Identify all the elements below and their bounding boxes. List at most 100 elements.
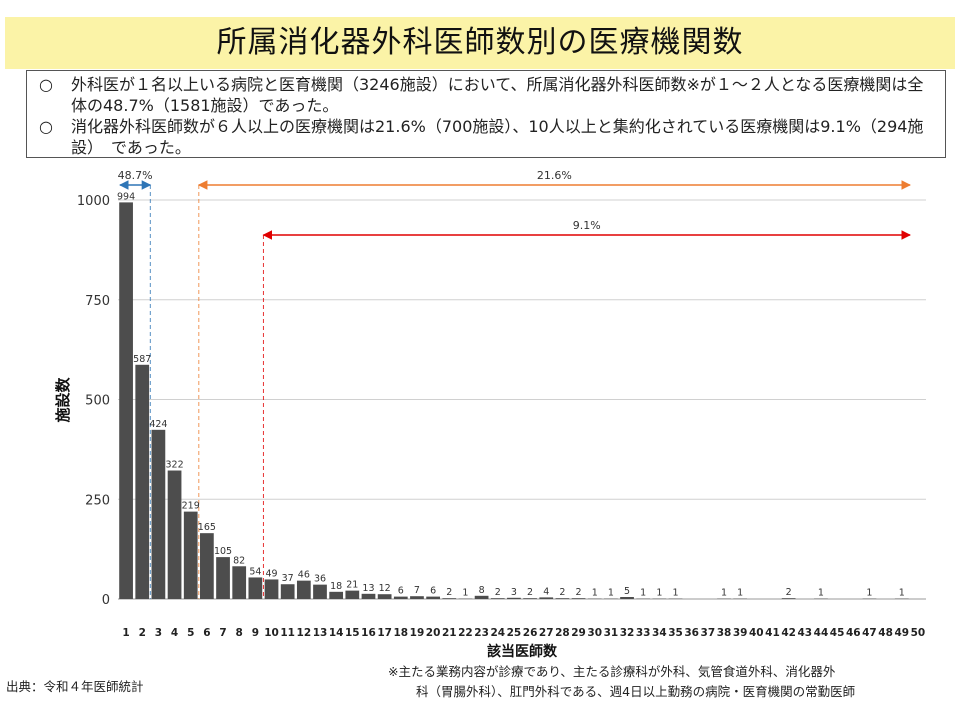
bar xyxy=(620,597,634,599)
bar xyxy=(781,598,796,599)
x-tick-label: 29 xyxy=(571,627,586,639)
x-tick-label: 34 xyxy=(652,627,667,639)
data-label: 37 xyxy=(282,573,294,584)
data-label: 8 xyxy=(479,585,485,596)
bar xyxy=(313,584,327,599)
data-label: 2 xyxy=(446,587,452,598)
bar xyxy=(410,596,424,599)
bar xyxy=(135,364,150,599)
x-tick-label: 43 xyxy=(797,627,812,639)
data-label: 1 xyxy=(737,588,743,599)
summary-box: ○ 外科医が１名以上いる病院と医育機関（3246施設）において、所属消化器外科医… xyxy=(26,70,946,158)
x-tick-label: 35 xyxy=(668,627,683,639)
bar xyxy=(555,598,570,599)
bar xyxy=(523,598,537,599)
x-tick-label: 8 xyxy=(236,627,243,639)
range-label: 9.1% xyxy=(573,219,601,232)
summary-text-2: 消化器外科医師数が６人以上の医療機関は21.6%（700施設）、10人以上と集約… xyxy=(71,117,924,157)
y-axis-title: 施設数 xyxy=(54,377,72,423)
x-tick-label: 40 xyxy=(749,627,764,639)
data-label: 1 xyxy=(672,588,678,599)
bar xyxy=(216,557,230,599)
data-label: 18 xyxy=(330,581,342,592)
x-tick-label: 9 xyxy=(252,627,259,639)
bar xyxy=(426,596,440,599)
summary-bullet-2: ○ 消化器外科医師数が６人以上の医療機関は21.6%（700施設）、10人以上と… xyxy=(39,116,933,158)
x-axis-title: 該当医師数 xyxy=(487,643,558,660)
x-tick-label: 1 xyxy=(122,627,129,639)
x-tick-label: 21 xyxy=(442,627,457,639)
x-tick-label: 15 xyxy=(345,627,360,639)
x-tick-label: 36 xyxy=(684,627,699,639)
bar xyxy=(442,598,457,599)
data-label: 219 xyxy=(182,501,200,512)
x-tick-label: 5 xyxy=(187,627,194,639)
data-label: 54 xyxy=(249,566,261,577)
footnote-line-2: 科（胃腸外科）、肛門外科である、週4日以上勤務の病院・医育機関の常勤医師 xyxy=(416,684,856,699)
x-tick-label: 11 xyxy=(280,627,295,639)
x-tick-label: 23 xyxy=(474,627,489,639)
x-tick-label: 3 xyxy=(155,627,162,639)
data-label: 21 xyxy=(346,580,358,591)
data-label: 587 xyxy=(133,354,151,365)
y-axis-ticks: 0 250 500 750 1000 xyxy=(77,194,110,608)
y-tick-label: 1000 xyxy=(77,194,110,209)
data-label: 1 xyxy=(656,588,662,599)
x-tick-label: 28 xyxy=(555,627,570,639)
x-tick-label: 24 xyxy=(490,627,505,639)
x-tick-label: 30 xyxy=(587,627,602,639)
data-label: 13 xyxy=(362,583,374,594)
data-label: 165 xyxy=(198,522,216,533)
x-tick-label: 48 xyxy=(878,627,893,639)
page-title: 所属消化器外科医師数別の医療機関数 xyxy=(216,25,744,60)
data-label: 4 xyxy=(543,586,549,597)
x-tick-label: 49 xyxy=(894,627,909,639)
y-tick-label: 0 xyxy=(102,593,110,608)
bar xyxy=(264,579,279,599)
x-tick-label: 4 xyxy=(171,627,178,639)
range-label: 21.6% xyxy=(537,169,572,182)
bullet-circle-icon: ○ xyxy=(39,117,53,136)
data-label: 5 xyxy=(624,586,630,597)
data-label: 424 xyxy=(149,419,167,430)
bar xyxy=(119,202,133,600)
x-tick-label: 18 xyxy=(393,627,408,639)
x-tick-label: 42 xyxy=(781,627,796,639)
range-label: 48.7% xyxy=(118,169,153,182)
x-tick-label: 17 xyxy=(377,627,392,639)
data-label: 1 xyxy=(608,588,614,599)
data-label: 49 xyxy=(265,568,277,579)
x-tick-label: 50 xyxy=(911,627,926,639)
summary-text-1: 外科医が１名以上いる病院と医育機関（3246施設）において、所属消化器外科医師数… xyxy=(71,75,924,115)
bar xyxy=(248,577,263,599)
data-label: 1 xyxy=(592,588,598,599)
data-label: 1 xyxy=(866,588,872,599)
y-tick-label: 750 xyxy=(85,294,110,309)
data-label: 994 xyxy=(117,191,135,202)
y-tick-label: 250 xyxy=(85,493,110,508)
x-tick-label: 46 xyxy=(846,627,861,639)
x-tick-label: 20 xyxy=(426,627,441,639)
data-label: 2 xyxy=(527,587,533,598)
data-label: 36 xyxy=(314,574,326,585)
data-label: 82 xyxy=(233,555,245,566)
bar xyxy=(280,584,295,599)
source-note: 出典：令和４年医師統計 xyxy=(6,679,144,694)
data-label: 3 xyxy=(511,587,517,598)
x-axis-ticks: 1 2 3 4 5 6 7 8 9 10 11 12 13 14 15 16 17 18 19 20 21 22 23 24 2… xyxy=(122,627,925,639)
x-tick-label: 41 xyxy=(765,627,780,639)
x-tick-label: 19 xyxy=(410,627,425,639)
summary-bullet-1: ○ 外科医が１名以上いる病院と医育機関（3246施設）において、所属消化器外科医… xyxy=(39,74,933,116)
gridlines xyxy=(118,199,926,600)
x-tick-label: 38 xyxy=(717,627,732,639)
bar xyxy=(167,470,182,599)
bar xyxy=(507,597,521,599)
x-tick-label: 33 xyxy=(636,627,651,639)
bar xyxy=(393,596,408,599)
data-label: 6 xyxy=(398,586,404,597)
x-tick-label: 32 xyxy=(620,627,635,639)
x-tick-label: 16 xyxy=(361,627,376,639)
x-tick-label: 25 xyxy=(507,627,522,639)
